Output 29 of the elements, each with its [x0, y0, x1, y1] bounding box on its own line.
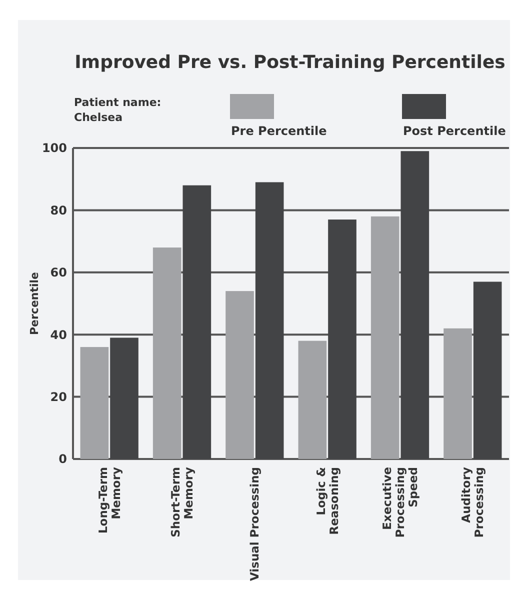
bar — [473, 282, 502, 459]
bar — [110, 338, 138, 459]
x-tick-label: Logic & Reasoning — [314, 467, 341, 535]
bar — [328, 220, 356, 459]
x-tick-label: Executive Processing Speed — [380, 466, 420, 538]
bar — [182, 185, 212, 459]
legend-label: Post Percentile — [403, 124, 506, 138]
legend-label: Pre Percentile — [231, 124, 327, 138]
x-tick-label: Long-Term Memory — [96, 466, 123, 534]
bar — [370, 216, 400, 459]
text: Patient name: Chelsea — [74, 96, 162, 124]
y-tick-label: 100 — [42, 141, 67, 156]
chart-title: Improved Pre vs. Post-Training Percentiles — [74, 52, 506, 73]
x-tick-label: Auditory Processing — [459, 466, 486, 538]
bar — [80, 347, 109, 459]
y-tick-label: 20 — [50, 390, 67, 404]
y-axis-title: Percentile — [28, 272, 41, 336]
bar — [444, 328, 472, 459]
y-tick-label: 0 — [58, 452, 67, 466]
bar — [298, 340, 327, 459]
bar — [152, 248, 182, 459]
x-tick-label: Short-Term Memory — [168, 466, 196, 538]
y-tick-label: 60 — [50, 266, 67, 280]
x-tick-label: Visual Processing — [248, 467, 262, 582]
y-tick-label: 80 — [50, 203, 67, 218]
bar — [226, 291, 254, 459]
bar — [255, 182, 284, 459]
bar — [400, 151, 430, 459]
y-tick-label: 40 — [50, 328, 67, 342]
